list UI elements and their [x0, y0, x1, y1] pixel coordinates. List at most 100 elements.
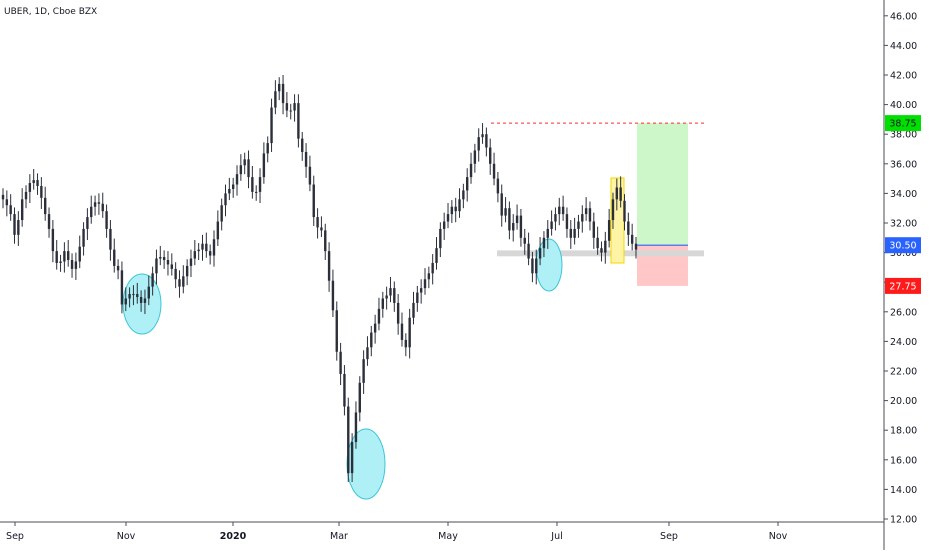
target-price-label-bg [885, 115, 921, 132]
candle-body [331, 280, 335, 311]
candle [67, 240, 70, 267]
candle-body [197, 249, 200, 252]
price-tick-label: 36.00 [890, 159, 917, 170]
price-tick-label: 42.00 [890, 71, 917, 82]
candle-body [304, 151, 308, 167]
candle-body [600, 248, 603, 253]
candle-body [416, 292, 419, 303]
candle-body [554, 214, 557, 222]
candle-body [500, 193, 503, 216]
candle [86, 208, 89, 241]
candle [546, 220, 549, 249]
candle-body [358, 382, 361, 413]
candle-body [293, 103, 296, 111]
candle-body [538, 248, 542, 259]
candle [515, 204, 519, 230]
candle [201, 234, 204, 261]
candle-body [604, 240, 607, 253]
candle-body [370, 332, 373, 348]
candle-body [78, 246, 81, 262]
stop-price-label-bg [885, 277, 921, 294]
candle [9, 194, 12, 221]
candle [489, 138, 492, 175]
candle [128, 287, 131, 308]
candle [262, 142, 266, 184]
symbol-title[interactable]: UBER, 1D, Cboe BZX [4, 7, 98, 17]
candle-body [581, 214, 584, 222]
candle [63, 242, 66, 273]
candle [450, 200, 454, 223]
candle [5, 190, 9, 217]
candle [113, 238, 116, 273]
candle-body [558, 206, 561, 215]
candle [350, 433, 354, 482]
candle-body [86, 217, 89, 229]
candle [550, 210, 553, 236]
candle-body [24, 191, 28, 200]
price-tick-label: 20.00 [890, 396, 917, 407]
candle-body [105, 211, 108, 229]
candle-body [377, 308, 381, 324]
candle-body [274, 91, 277, 108]
candle [301, 131, 304, 161]
price-tick-label: 26.00 [890, 307, 917, 318]
candle [389, 277, 392, 303]
candle-body [607, 220, 611, 241]
candle-body [492, 163, 496, 179]
time-tick-label: 2020 [220, 531, 247, 542]
candle [44, 186, 47, 221]
candle [308, 155, 312, 192]
price-tick-label: 14.00 [890, 485, 917, 496]
candle-body [44, 197, 47, 215]
candle [17, 211, 20, 246]
candle [166, 251, 170, 276]
candle [358, 376, 361, 422]
candle-body [297, 103, 300, 139]
candle [193, 240, 197, 266]
current-price-label: 30.50 [889, 241, 916, 252]
price-tick-label: 34.00 [890, 189, 917, 200]
candle-body [316, 217, 319, 228]
candle [523, 228, 526, 255]
candle [377, 297, 381, 331]
march-low-circle [346, 428, 386, 500]
candle-body [93, 202, 97, 207]
candle [32, 168, 35, 190]
candle-body [285, 103, 289, 111]
candle [508, 201, 511, 240]
candle [90, 195, 93, 224]
price-tick-label: 12.00 [890, 515, 917, 526]
candle-body [408, 317, 411, 348]
candle [584, 197, 588, 221]
candle [216, 210, 220, 246]
candle-body [113, 249, 116, 266]
candle-body [70, 260, 74, 269]
candle [47, 207, 51, 238]
candle [28, 174, 32, 204]
candle [320, 216, 323, 238]
candle [251, 166, 254, 199]
time-axis[interactable]: Sep Nov 2020 Mar May Jul Sep Nov [0, 521, 884, 542]
candle-body [481, 134, 484, 138]
candle-body [504, 208, 507, 216]
candle-body [389, 288, 392, 296]
candle-body [182, 276, 185, 287]
candle-body [485, 134, 488, 148]
candle-body [74, 261, 78, 269]
candle [627, 212, 630, 246]
position-zones [637, 123, 688, 286]
candle [381, 291, 384, 318]
candle [151, 266, 154, 296]
candle-body [262, 153, 266, 178]
candle [120, 261, 124, 314]
candle-body [205, 243, 208, 252]
candle-body [630, 234, 634, 244]
candle [40, 177, 43, 209]
candle [51, 220, 55, 263]
candle-body [634, 243, 638, 250]
candle [504, 197, 507, 223]
candle-body [124, 298, 127, 305]
price-tick-label: 32.00 [890, 219, 917, 230]
